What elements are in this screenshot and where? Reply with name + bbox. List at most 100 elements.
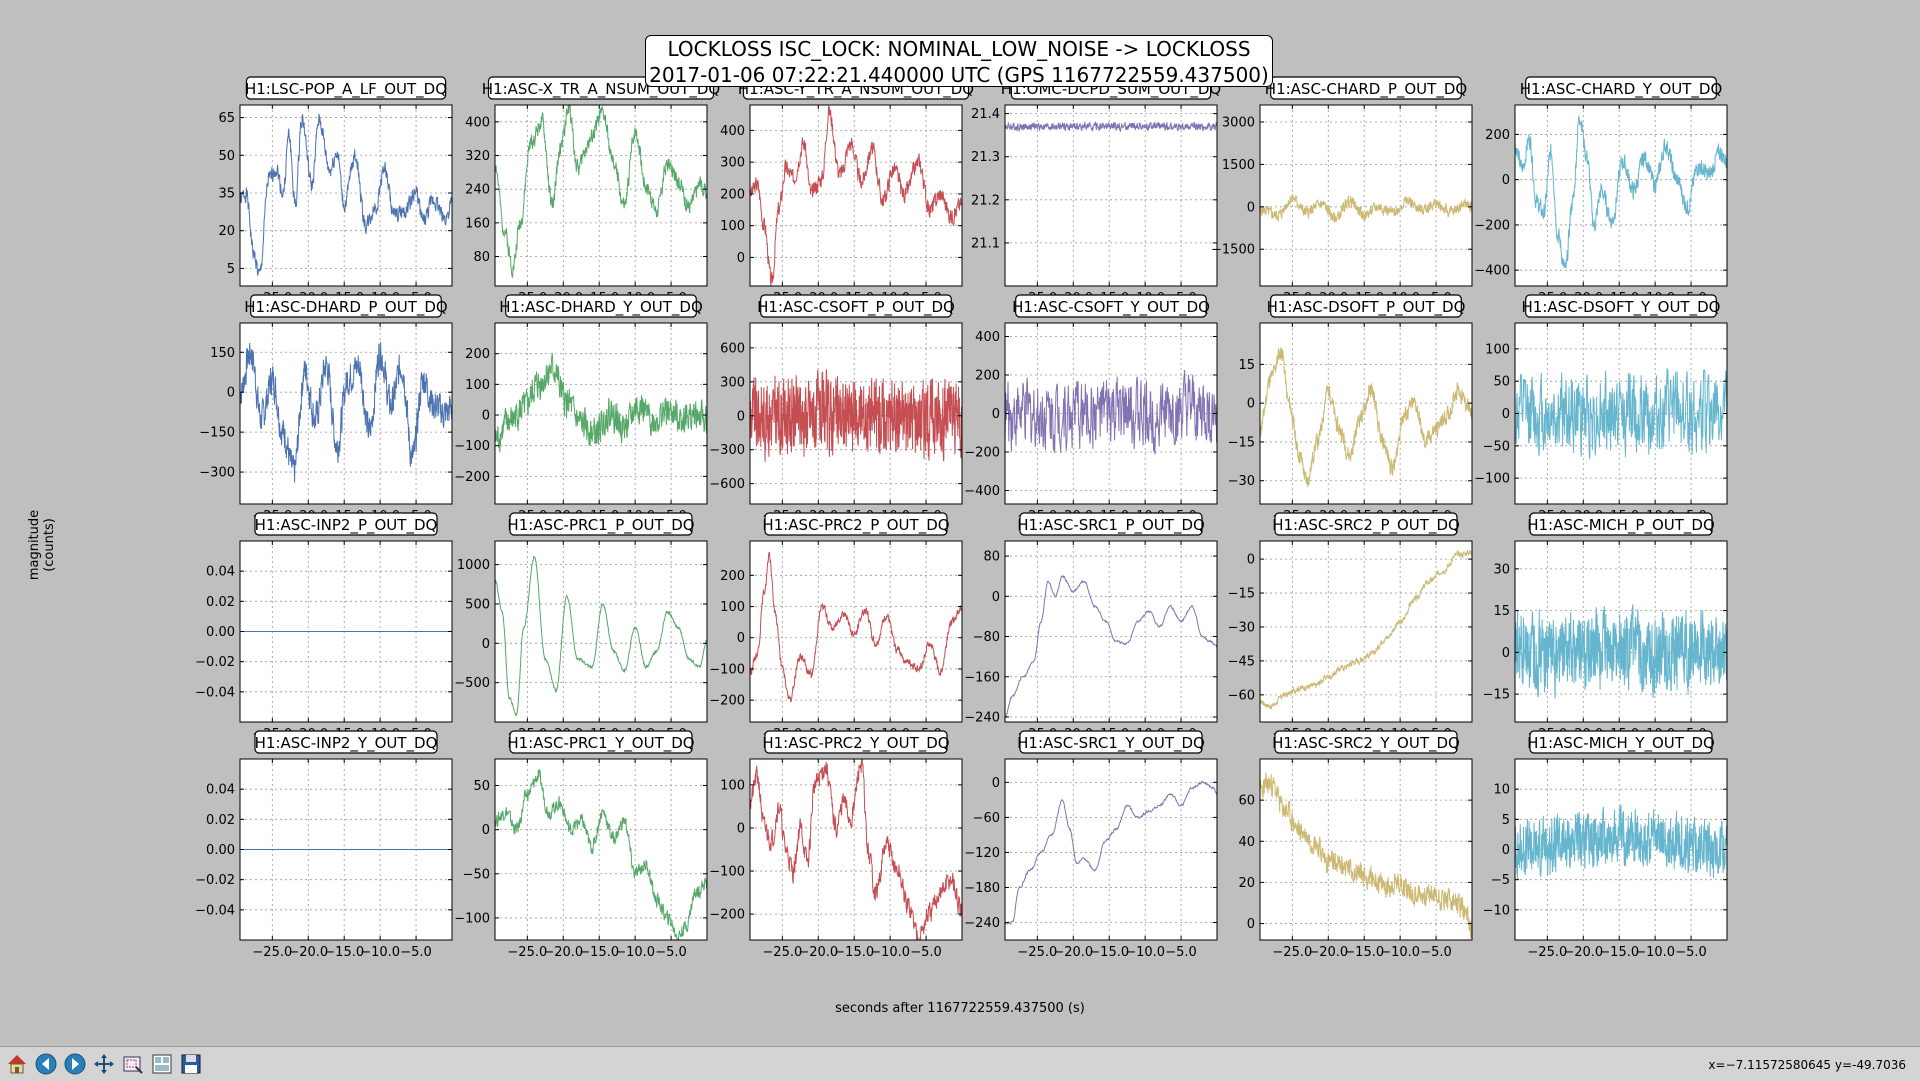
suptitle-line-1: LOCKLOSS ISC_LOCK: NOMINAL_LOW_NOISE -> … xyxy=(667,37,1251,61)
y-tick-label: −180 xyxy=(964,881,1000,896)
series-line xyxy=(1514,367,1728,460)
subplot-10[interactable]: −25.0−20.0−15.0−10.0−5.0−400−2000200400H… xyxy=(964,294,1218,524)
y-tick-label: 0 xyxy=(992,590,1000,605)
x-tick-label: −5.0 xyxy=(910,945,942,960)
back-button[interactable] xyxy=(33,1051,59,1077)
subplot-14[interactable]: −25.0−20.0−15.0−10.0−5.0−50005001000H1:A… xyxy=(454,512,708,742)
home-button[interactable] xyxy=(4,1051,30,1077)
x-tick-label: −10.0 xyxy=(1380,945,1420,960)
axes-background xyxy=(240,323,452,504)
axes-frame xyxy=(239,322,453,505)
y-tick-label: 21.4 xyxy=(971,107,1000,122)
subplot-15[interactable]: −25.0−20.0−15.0−10.0−5.0−200−1000100200H… xyxy=(709,512,963,742)
y-tick-label: 200 xyxy=(975,368,1000,383)
y-tick-label: −0.02 xyxy=(195,655,235,670)
save-button[interactable] xyxy=(178,1051,204,1077)
y-tick-label: 21.2 xyxy=(971,193,1000,208)
subplot-24[interactable]: −25.0−20.0−15.0−10.0 −5.0 −10 −5 0 5 10 H1:ASC-… xyxy=(1483,730,1728,960)
subplot-17[interactable]: −25.0−20.0−15.0−10.0−5.0−60−45−30−150H1:… xyxy=(1228,512,1473,742)
y-tick-label: −400 xyxy=(1474,264,1510,279)
y-tick-label: 150 xyxy=(210,346,235,361)
axes-frame xyxy=(749,758,963,941)
axes-background xyxy=(1260,323,1472,504)
axes-frame xyxy=(1004,758,1218,941)
subplot-20[interactable]: −25.0−20.0−15.0−10.0 −5.0 −100 −50 0 50 H1:ASC… xyxy=(454,730,708,960)
subplot-title-box xyxy=(1529,512,1713,536)
configure-button[interactable] xyxy=(149,1051,175,1077)
forward-button[interactable] xyxy=(62,1051,88,1077)
axes-background xyxy=(1260,759,1472,940)
subplot-8[interactable]: −25.0−20.0−15.0−10.0−5.0−200−1000100200H… xyxy=(454,294,708,524)
subplot-9[interactable]: −25.0−20.0−15.0−10.0−5.0−600−3000300600H… xyxy=(709,294,963,524)
y-tick-label: −200 xyxy=(1474,218,1510,233)
y-tick-label: 1000 xyxy=(457,558,490,573)
y-tick-label: 0 xyxy=(482,637,490,652)
y-tick-label: 21.1 xyxy=(971,236,1000,251)
zoom-rect-icon xyxy=(123,1056,143,1074)
y-tick-label: −60 xyxy=(973,811,1000,826)
y-tick-label: −300 xyxy=(199,466,235,481)
subplot-16[interactable]: −25.0−20.0−15.0−10.0−5.0−240−160−80080H1… xyxy=(964,512,1218,742)
subplot-19[interactable]: −25.0−20.0−15.0−10.0 −5.0 −0.04 −0.02 0.00 0.… xyxy=(195,730,453,960)
subplot-title-box xyxy=(505,294,697,318)
subplot-21[interactable]: −25.0−20.0−15.0−10.0 −5.0 −200 −100 0 100 H1:A… xyxy=(709,730,963,960)
subplot-22[interactable]: −25.0−20.0−15.0−10.0 −5.0 −240 −180 −120 −60 0… xyxy=(964,730,1218,960)
subplot-title: H1:ASC-SRC1_Y_OUT_DQ xyxy=(1017,734,1205,753)
zoom-button[interactable] xyxy=(120,1051,146,1077)
subplot-12[interactable]: −25.0−20.0−15.0−10.0−5.0−100−50050100H1:… xyxy=(1474,294,1728,524)
subplot-1[interactable]: −25.0−20.0−15.0−10.0−5.0520355065H1:LSC-… xyxy=(218,76,453,306)
y-tick-label: 100 xyxy=(465,378,490,393)
y-tick-label: 0.00 xyxy=(206,625,235,640)
series-line xyxy=(1259,549,1473,710)
subplot-2[interactable]: −25.0−20.0−15.0−10.0−5.080160240320400H1… xyxy=(465,76,720,306)
y-tick-label: 200 xyxy=(1485,128,1510,143)
subplot-13[interactable]: −25.0−20.0−15.0−10.0−5.0−0.04−0.020.000.… xyxy=(195,512,453,742)
pan-button[interactable] xyxy=(91,1051,117,1077)
subplot-3[interactable]: −25.0−20.0−15.0−10.0−5.00100200300400H1:… xyxy=(720,76,974,306)
axes-background xyxy=(240,105,452,286)
subplot-title: H1:ASC-DHARD_P_OUT_DQ xyxy=(244,298,447,317)
subplot-title-box xyxy=(1270,76,1462,100)
axes-frame xyxy=(494,540,708,723)
y-tick-label: 50 xyxy=(1493,375,1510,390)
subplot-5[interactable]: −25.0−20.0−15.0−10.0−5.0−1500015003000H1… xyxy=(1211,76,1473,306)
x-tick-label: −10.0 xyxy=(1635,945,1675,960)
subplot-title-box xyxy=(509,730,693,754)
y-tick-label: 500 xyxy=(465,597,490,612)
y-tick-label: −100 xyxy=(709,662,745,677)
subplot-title: H1:ASC-PRC1_P_OUT_DQ xyxy=(507,516,694,535)
series-line xyxy=(494,768,708,941)
y-tick-label: 0 xyxy=(1502,646,1510,661)
subplot-6[interactable]: −25.0−20.0−15.0−10.0−5.0−400−2000200H1:A… xyxy=(1474,76,1728,306)
axes-frame xyxy=(494,104,708,287)
subplot-title: H1:ASC-INP2_Y_OUT_DQ xyxy=(255,734,438,753)
figure-canvas[interactable]: −25.0−20.0−15.0−10.0−5.0520355065H1:LSC-… xyxy=(0,0,1920,1046)
axes-background xyxy=(1515,105,1727,286)
x-tick-label: −20.0 xyxy=(798,945,838,960)
figure-xlabel: seconds after 1167722559.437500 (s) xyxy=(835,1001,1085,1016)
y-tick-label: 0.04 xyxy=(206,565,235,580)
subplot-title: H1:ASC-INP2_P_OUT_DQ xyxy=(255,516,438,535)
subplot-18[interactable]: −25.0−20.0−15.0−10.0−5.0−1501530H1:ASC-M… xyxy=(1483,512,1728,742)
y-tick-label: −10 xyxy=(1483,903,1510,918)
y-tick-label: −240 xyxy=(964,710,1000,725)
axes-frame xyxy=(494,758,708,941)
y-tick-label: 200 xyxy=(465,347,490,362)
subplot-title: H1:ASC-CSOFT_Y_OUT_DQ xyxy=(1012,298,1210,317)
subplot-11[interactable]: −25.0−20.0−15.0−10.0−5.0−30−15015H1:ASC-… xyxy=(1228,294,1473,524)
subplot-4[interactable]: −25.0−20.0−15.0−10.0−5.021.121.221.321.4… xyxy=(971,76,1221,306)
y-tick-label: 0 xyxy=(1502,407,1510,422)
subplot-7[interactable]: −25.0−20.0−15.0−10.0−5.0−300−1500150H1:A… xyxy=(199,294,453,524)
y-tick-label: 1500 xyxy=(1222,158,1255,173)
subplot-23[interactable]: −25.0−20.0−15.0−10.0 −5.0 0 20 40 60 H1:ASC-SR… xyxy=(1238,730,1473,960)
series-line xyxy=(494,555,708,717)
x-tick-label: −15.0 xyxy=(1599,945,1639,960)
subplot-title-box xyxy=(254,512,438,536)
subplot-title-box xyxy=(1015,294,1207,318)
axes-frame xyxy=(749,104,963,287)
y-tick-label: −50 xyxy=(463,867,490,882)
y-tick-label: −200 xyxy=(709,908,745,923)
y-tick-label: −240 xyxy=(964,916,1000,931)
home-icon xyxy=(8,1055,26,1074)
y-tick-label: 0 xyxy=(1247,200,1255,215)
